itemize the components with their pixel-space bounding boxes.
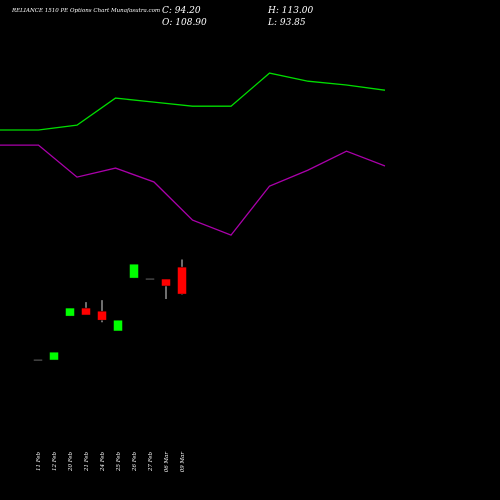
candle-body	[49, 351, 59, 361]
x-tick-label: 27 Feb	[148, 452, 154, 473]
x-tick-label: 09 Mar	[180, 452, 186, 473]
candle-body	[129, 263, 139, 279]
candle-body	[81, 307, 91, 316]
x-tick-label: 12 Feb	[52, 452, 58, 472]
x-tick-label: 11 Feb	[36, 452, 42, 472]
x-tick-label: 06 Mar	[164, 452, 170, 473]
x-tick-label: 25 Feb	[116, 452, 122, 473]
candle-body	[177, 266, 187, 295]
x-tick-label: 21 Feb	[84, 452, 90, 473]
x-tick-label: 24 Feb	[100, 452, 106, 473]
chart-title: RELIANCE 1510 PE Options Chart Munafasut…	[11, 8, 160, 14]
indicator-line	[0, 72, 386, 131]
close-stat: C: 94.20	[162, 6, 201, 16]
candle-body	[113, 319, 123, 332]
indicator-line	[0, 144, 386, 236]
candle-body	[65, 307, 75, 317]
candle-body	[145, 278, 155, 280]
candle-body	[161, 278, 171, 287]
candle-body	[97, 310, 107, 321]
x-tick-label: 26 Feb	[132, 452, 138, 473]
candle-body	[33, 359, 43, 361]
high-stat: H: 113.00	[267, 6, 314, 16]
x-tick-label: 20 Feb	[68, 452, 74, 473]
low-stat: L: 93.85	[267, 18, 306, 28]
open-stat: O: 108.90	[162, 18, 207, 28]
